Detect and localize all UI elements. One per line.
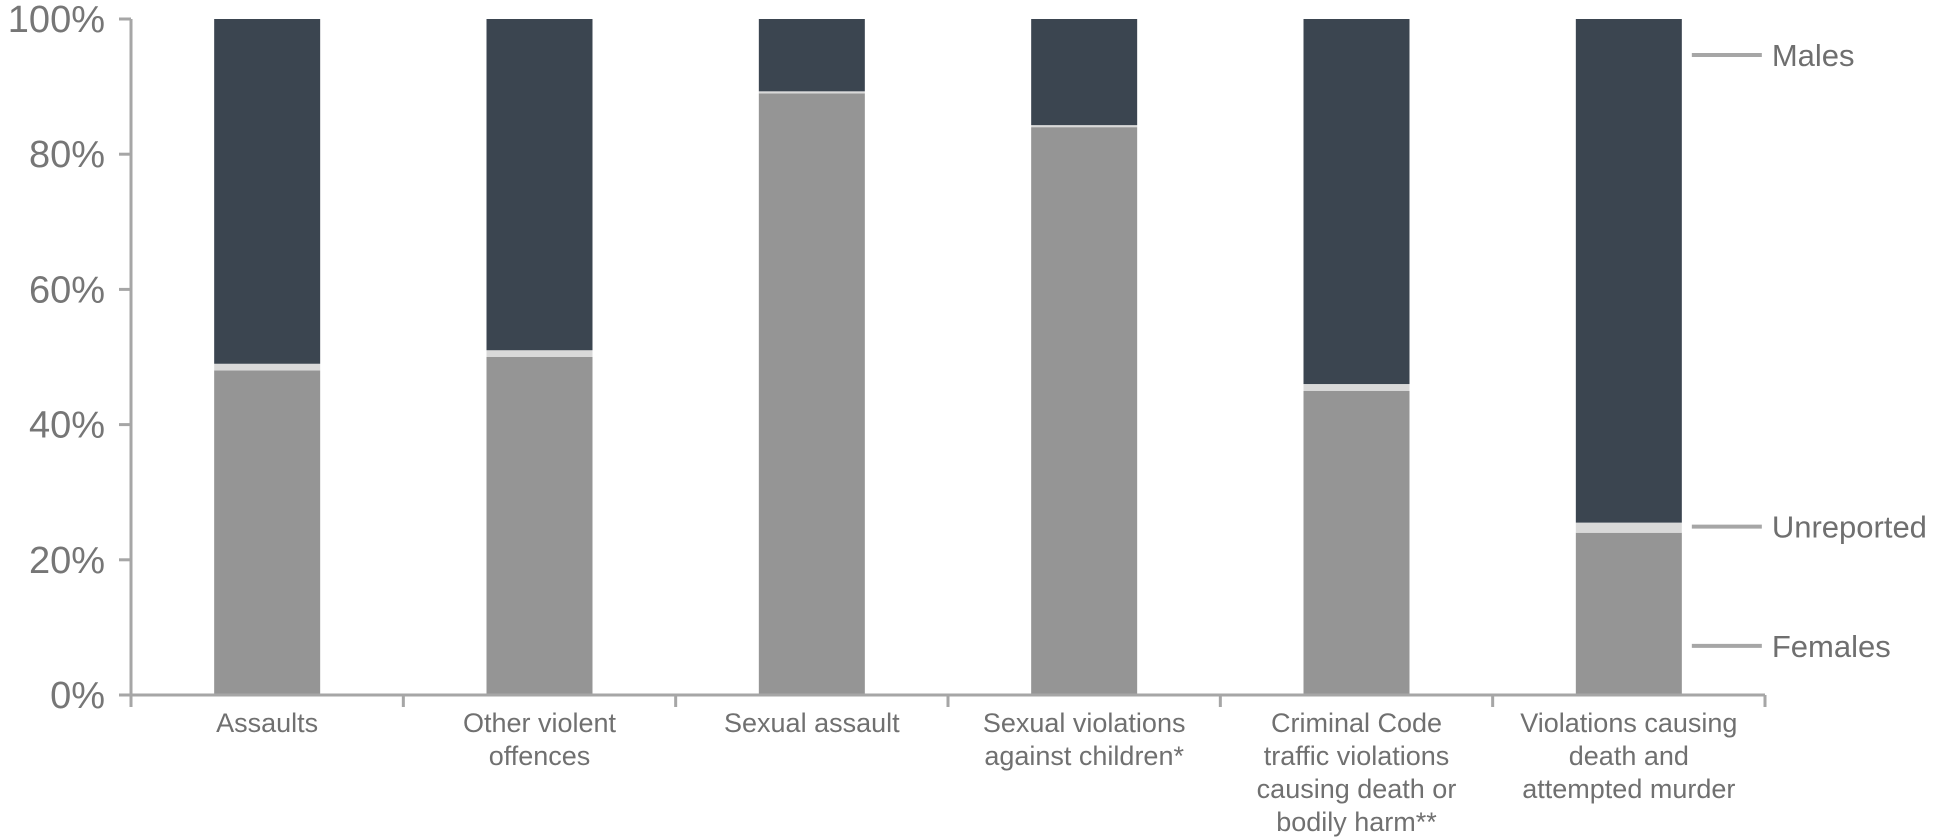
x-category-label-line: Violations causing bbox=[1520, 708, 1737, 738]
y-tick-label-2: 40% bbox=[29, 405, 105, 447]
bar-females-3 bbox=[1031, 127, 1138, 695]
y-tick-label-1: 20% bbox=[29, 540, 105, 582]
x-category-label-line: causing death or bbox=[1257, 774, 1457, 804]
x-category-label-4: Criminal Code traffic violations causing d… bbox=[1257, 708, 1457, 837]
bar-unreported-2 bbox=[758, 91, 865, 94]
x-category-label-line: Sexual violations bbox=[983, 708, 1186, 738]
bar-males-3 bbox=[1031, 19, 1138, 126]
bar-females-4 bbox=[1303, 390, 1410, 695]
x-category-label-line: Assaults bbox=[216, 708, 318, 738]
legend-group: Males Unreported Females bbox=[1691, 38, 1927, 664]
x-category-label-line: Sexual assault bbox=[724, 708, 900, 738]
bar-males-5 bbox=[1575, 19, 1682, 523]
bar-females-1 bbox=[486, 357, 593, 695]
bar-unreported-0 bbox=[214, 363, 321, 371]
y-tick-label-3: 60% bbox=[29, 269, 105, 311]
axes-group bbox=[119, 17, 1767, 707]
x-category-label-1: Other violent offences bbox=[463, 708, 617, 771]
x-category-label-line: traffic violations bbox=[1264, 741, 1450, 771]
x-category-label-line: death and bbox=[1569, 741, 1689, 771]
bar-females-0 bbox=[214, 370, 321, 695]
x-category-label-line: against children* bbox=[984, 741, 1184, 771]
bar-unreported-1 bbox=[486, 350, 593, 357]
bar-males-4 bbox=[1303, 19, 1410, 385]
y-tick-label-5: 100% bbox=[8, 0, 105, 41]
bar-males-0 bbox=[214, 19, 321, 364]
x-category-label-line: offences bbox=[489, 741, 591, 771]
bar-males-1 bbox=[486, 19, 593, 351]
bar-females-2 bbox=[758, 93, 865, 696]
x-category-label-0: Assaults bbox=[216, 708, 318, 738]
x-category-label-line: Other violent bbox=[463, 708, 617, 738]
bars-group bbox=[214, 19, 1682, 696]
x-category-label-line: attempted murder bbox=[1522, 774, 1735, 804]
bar-unreported-4 bbox=[1303, 384, 1410, 391]
x-category-label-line: bodily harm** bbox=[1276, 807, 1437, 837]
y-tick-label-4: 80% bbox=[29, 134, 105, 176]
x-category-label-line: Criminal Code bbox=[1271, 708, 1442, 738]
x-category-label-3: Sexual violations against children* bbox=[983, 708, 1186, 771]
legend-label-females: Females bbox=[1772, 629, 1891, 664]
bar-unreported-5 bbox=[1575, 522, 1682, 533]
legend-label-males: Males bbox=[1772, 38, 1855, 73]
bar-females-5 bbox=[1575, 532, 1682, 695]
bar-males-2 bbox=[758, 19, 865, 92]
y-tick-label-0: 0% bbox=[50, 675, 105, 717]
bar-unreported-3 bbox=[1031, 125, 1138, 128]
labels-group: 0% 20% 40% 60% 80% 100% Assaults Other violent o… bbox=[8, 0, 1738, 837]
legend-label-unreported: Unreported bbox=[1772, 510, 1927, 545]
x-category-label-5: Violations causing death and attempted mur… bbox=[1520, 708, 1737, 804]
x-category-label-2: Sexual assault bbox=[724, 708, 900, 738]
